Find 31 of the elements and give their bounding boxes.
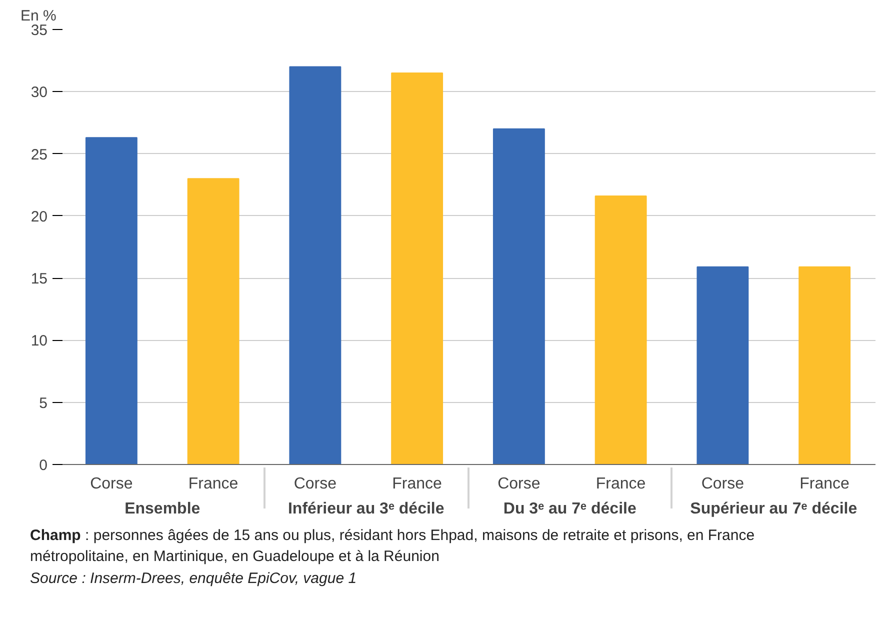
y-tick-label: 15 (30, 270, 48, 288)
bar (391, 72, 444, 464)
x-tick-label: Supérieur au 7ᵉ décile (690, 500, 858, 518)
text: France (392, 476, 442, 492)
bar (187, 178, 240, 464)
x-tick-label: Du 3ᵉ au 7ᵉ décile (503, 500, 636, 518)
bar (492, 128, 545, 464)
series-label: France (188, 476, 238, 492)
bar (798, 266, 851, 464)
source-note: Source : Inserm-Drees, enquête EpiCov, vague 1 (30, 568, 358, 589)
y-tick-label: 25 (30, 146, 48, 164)
text: Corse (498, 476, 540, 492)
bar (85, 137, 138, 464)
y-tick-label: 20 (30, 208, 48, 226)
y-axis-title: En % (20, 8, 56, 24)
y-tick-label: 35 (30, 22, 48, 39)
y-tick-label: 0 (39, 457, 48, 474)
text: France (596, 476, 646, 492)
x-tick-label: Ensemble (124, 500, 200, 518)
text: Champ : personnes âgées de 15 ans ou plus, résidant hors Ehpad, maisons de retraite et prisons, en France métropolitaine, en Martinique, en Guadeloupe et à la Réunion (30, 526, 756, 568)
series-label: Corse (90, 476, 133, 492)
bar (696, 266, 749, 464)
bar (289, 66, 342, 464)
bar (594, 196, 647, 464)
y-tick-label: 5 (39, 394, 48, 412)
text: Corse (701, 476, 744, 492)
text: France (800, 476, 850, 492)
y-tick-label: 30 (30, 84, 48, 102)
x-tick-label: Inférieur au 3ᵉ décile (288, 500, 444, 518)
text: Corse (294, 476, 337, 492)
y-tick-label: 10 (30, 332, 48, 350)
